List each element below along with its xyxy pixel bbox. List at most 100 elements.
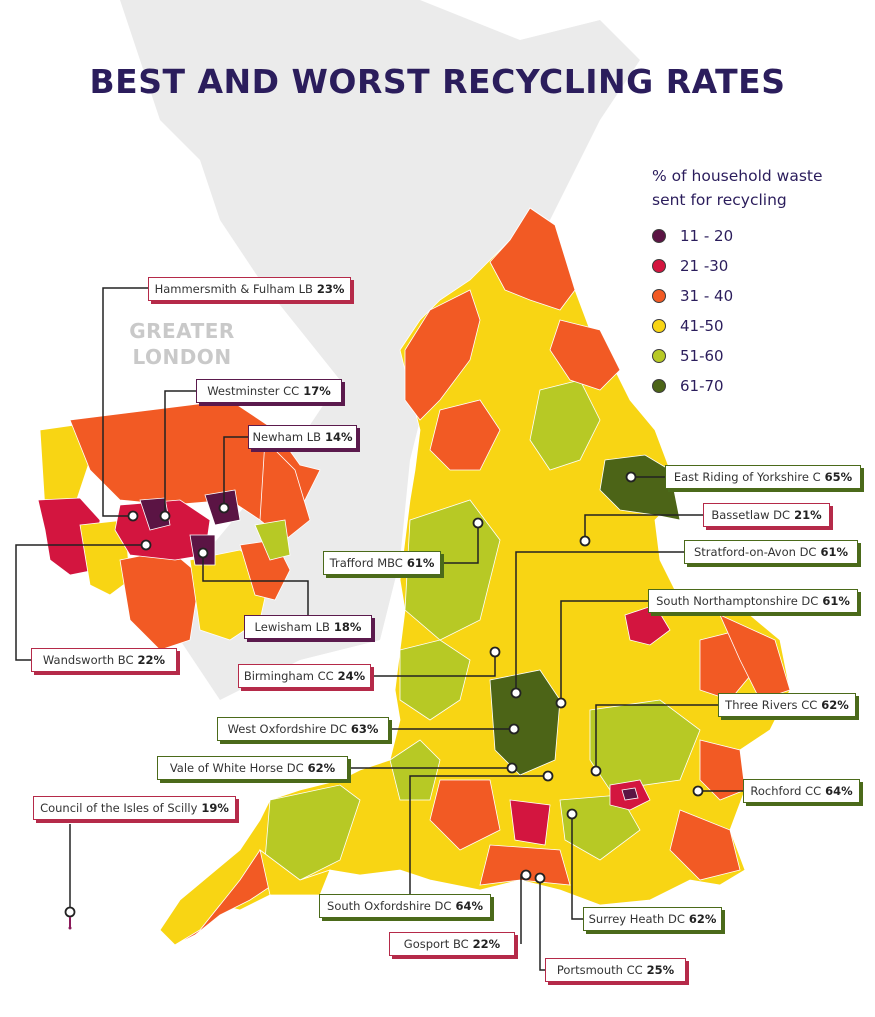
callout-name: Surrey Heath DC <box>588 912 685 926</box>
callout-percent: 62% <box>307 761 336 775</box>
region-northumberland <box>489 207 576 311</box>
legend-swatch <box>652 259 666 273</box>
region-dorset <box>479 844 571 886</box>
marker-west-oxfordshire <box>508 723 520 735</box>
callout-name: Lewisham LB <box>254 620 330 634</box>
callout-westminster: Westminster CC 17% <box>196 379 342 403</box>
legend-label: 21 -30 <box>680 257 729 275</box>
callout-wandsworth: Wandsworth BC 22% <box>31 648 177 672</box>
callout-newham: Newham LB 14% <box>248 425 357 449</box>
marker-hammersmith <box>127 510 139 522</box>
marker-trafford <box>472 517 484 529</box>
leader-lines <box>15 287 743 971</box>
legend-item: 11 - 20 <box>652 225 733 247</box>
callout-percent: 18% <box>333 620 362 634</box>
gl-outer-yellow <box>39 424 91 521</box>
region-cumbria <box>404 289 481 421</box>
greater-london-label-line2: LONDON <box>132 345 232 369</box>
callout-name: Three Rivers CC <box>725 698 818 712</box>
callout-name: Gosport BC <box>403 937 469 951</box>
callout-hammersmith-fulham: Hammersmith & Fulham LB 23% <box>148 277 351 301</box>
background-landmass <box>120 0 640 700</box>
callout-name: East Riding of Yorkshire C <box>673 470 821 484</box>
callout-lewisham: Lewisham LB 18% <box>244 615 372 639</box>
marker-vale-white-horse <box>506 762 518 774</box>
legend-item: 61-70 <box>652 375 724 397</box>
callout-trafford: Trafford MBC 61% <box>323 551 441 575</box>
callout-percent: 22% <box>472 937 501 951</box>
callout-percent: 61% <box>406 556 435 570</box>
location-markers <box>64 471 704 918</box>
region-wales-border <box>389 739 441 801</box>
callout-stratford: Stratford-on-Avon DC 61% <box>684 540 858 564</box>
marker-birmingham <box>489 646 501 658</box>
callout-percent: 24% <box>337 669 366 683</box>
callout-percent: 17% <box>303 384 331 398</box>
marker-bassetlaw <box>579 535 591 547</box>
greater-london-label: GREATER LONDON <box>112 318 252 370</box>
legend-label: 11 - 20 <box>680 227 734 245</box>
legend-swatch <box>652 349 666 363</box>
callout-name: Hammersmith & Fulham LB <box>154 282 313 296</box>
callout-percent: 61% <box>820 545 848 559</box>
legend-swatch <box>652 319 666 333</box>
marker-isles-of-scilly <box>64 906 76 918</box>
marker-wandsworth <box>140 539 152 551</box>
greater-london-label-line1: GREATER <box>129 319 235 343</box>
callout-east-riding: East Riding of Yorkshire C 65% <box>665 465 861 489</box>
callout-gosport: Gosport BC 22% <box>389 932 515 956</box>
marker-lewisham <box>197 547 209 559</box>
callout-west-oxfordshire: West Oxfordshire DC 63% <box>217 717 389 741</box>
page-title: BEST AND WORST RECYCLING RATES <box>89 62 786 101</box>
marker-surrey-heath <box>566 808 578 820</box>
legend-label: 51-60 <box>680 347 724 365</box>
callout-name: Birmingham CC <box>243 669 334 683</box>
region-lancs <box>429 399 501 471</box>
callout-percent: 61% <box>822 594 850 608</box>
callout-rochford: Rochford CC 64% <box>743 779 860 803</box>
callout-name: South Northamptonshire DC <box>656 594 819 608</box>
legend-title-line1: % of household waste <box>652 167 823 185</box>
marker-stratford <box>510 687 522 699</box>
callout-name: Bassetlaw DC <box>711 508 791 522</box>
legend-title-line2: sent for recycling <box>652 191 787 209</box>
callout-percent: 23% <box>316 282 345 296</box>
region-devon <box>259 849 331 896</box>
gl-west-red <box>37 497 101 576</box>
scilly-pin-dot <box>68 926 72 930</box>
region-oxford-dark <box>489 669 561 776</box>
callout-name: Trafford MBC <box>329 556 403 570</box>
region-manchester-green <box>404 499 501 641</box>
legend-swatch <box>652 229 666 243</box>
legend-item: 41-50 <box>652 315 724 337</box>
gl-east-orange <box>259 439 311 541</box>
callout-percent: 63% <box>350 722 379 736</box>
callout-portsmouth: Portsmouth CC 25% <box>545 958 686 982</box>
region-durham <box>549 319 621 391</box>
region-home-counties-green <box>589 699 701 791</box>
callout-percent: 65% <box>824 470 853 484</box>
callout-name: Rochford CC <box>750 784 822 798</box>
marker-south-northants <box>555 697 567 709</box>
callout-name: Stratford-on-Avon DC <box>694 545 817 559</box>
legend-item: 31 - 40 <box>652 285 733 307</box>
callout-percent: 21% <box>794 508 822 522</box>
marker-rochford <box>692 785 704 797</box>
legend-label: 31 - 40 <box>680 287 734 305</box>
callout-name: Newham LB <box>252 430 322 444</box>
legend-label: 41-50 <box>680 317 724 335</box>
callout-percent: 64% <box>455 899 483 913</box>
marker-newham <box>218 502 230 514</box>
legend-swatch <box>652 289 666 303</box>
callout-south-oxfordshire: South Oxfordshire DC 64% <box>319 894 491 918</box>
callout-percent: 62% <box>688 912 717 926</box>
marker-westminster <box>159 510 171 522</box>
callout-name: South Oxfordshire DC <box>327 899 452 913</box>
marker-gosport <box>520 869 532 881</box>
callout-bassetlaw: Bassetlaw DC 21% <box>703 503 830 527</box>
callout-name: Vale of White Horse DC <box>169 761 304 775</box>
gl-east-green <box>254 519 291 561</box>
callout-name: Westminster CC <box>207 384 300 398</box>
callout-percent: 64% <box>825 784 853 798</box>
